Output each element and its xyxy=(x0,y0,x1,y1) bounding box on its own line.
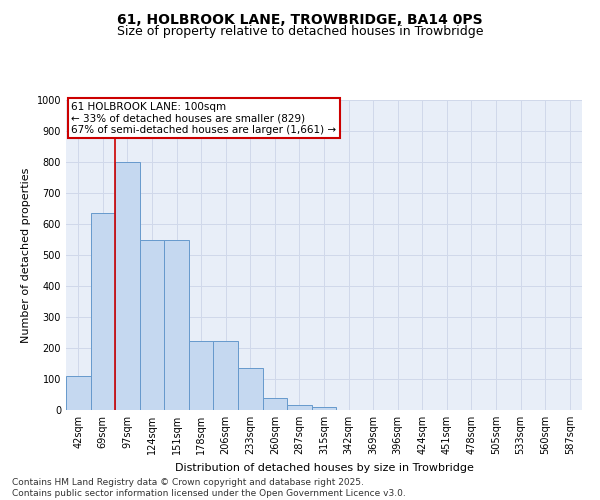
Bar xyxy=(263,398,287,410)
X-axis label: Distribution of detached houses by size in Trowbridge: Distribution of detached houses by size … xyxy=(175,462,473,472)
Bar xyxy=(214,341,238,410)
Text: Size of property relative to detached houses in Trowbridge: Size of property relative to detached ho… xyxy=(117,25,483,38)
Bar xyxy=(312,407,336,410)
Bar xyxy=(287,406,312,410)
Bar xyxy=(66,376,91,410)
Text: 61, HOLBROOK LANE, TROWBRIDGE, BA14 0PS: 61, HOLBROOK LANE, TROWBRIDGE, BA14 0PS xyxy=(117,12,483,26)
Bar xyxy=(189,341,214,410)
Bar xyxy=(140,240,164,410)
Bar xyxy=(115,162,140,410)
Bar xyxy=(91,213,115,410)
Y-axis label: Number of detached properties: Number of detached properties xyxy=(21,168,31,342)
Text: 61 HOLBROOK LANE: 100sqm
← 33% of detached houses are smaller (829)
67% of semi-: 61 HOLBROOK LANE: 100sqm ← 33% of detach… xyxy=(71,102,336,134)
Bar xyxy=(238,368,263,410)
Text: Contains HM Land Registry data © Crown copyright and database right 2025.
Contai: Contains HM Land Registry data © Crown c… xyxy=(12,478,406,498)
Bar xyxy=(164,240,189,410)
